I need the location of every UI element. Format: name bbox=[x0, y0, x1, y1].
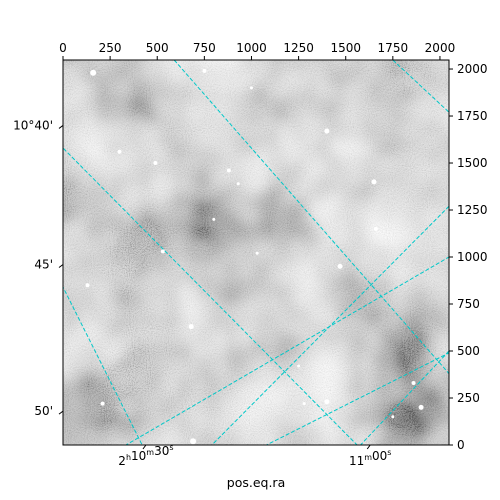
star-18 bbox=[411, 380, 416, 385]
ra-tick-0 bbox=[142, 444, 147, 450]
star-13 bbox=[85, 283, 90, 288]
grid-line-5 bbox=[63, 147, 358, 445]
top-tick-label-7: 1750 bbox=[378, 41, 409, 55]
dec-tick-2 bbox=[58, 410, 64, 415]
top-pixel-x-axis: 0 250 500 750 1000 1250 1500 1750 2000 bbox=[59, 41, 455, 60]
grid-line-1 bbox=[265, 352, 449, 445]
star-8 bbox=[373, 226, 378, 231]
dec-tick-0 bbox=[58, 125, 64, 129]
star-17 bbox=[302, 402, 306, 406]
right-tick-label-5: 1250 bbox=[457, 203, 488, 217]
top-tick-label-6: 1500 bbox=[330, 41, 361, 55]
top-tick-label-1: 250 bbox=[99, 41, 122, 55]
grid-line-0 bbox=[125, 256, 449, 445]
right-tick-label-1: 250 bbox=[457, 391, 480, 405]
top-tick-label-4: 1000 bbox=[236, 41, 267, 55]
x-axis-label: pos.eq.ra bbox=[227, 475, 285, 490]
right-tick-label-4: 1000 bbox=[457, 250, 488, 264]
star-19 bbox=[418, 404, 424, 410]
ra-tick-1 bbox=[366, 444, 371, 450]
top-tick-label-3: 750 bbox=[193, 41, 216, 55]
star-1 bbox=[202, 68, 207, 73]
star-22 bbox=[190, 438, 197, 445]
star-9 bbox=[212, 217, 216, 221]
star-10 bbox=[160, 249, 165, 254]
right-tick-label-8: 2000 bbox=[457, 62, 488, 76]
right-tick-label-0: 0 bbox=[457, 438, 465, 452]
image-plot-area bbox=[63, 60, 449, 445]
star-14 bbox=[188, 324, 194, 330]
star-15 bbox=[297, 364, 301, 368]
dec-tick-label-2: 50' bbox=[34, 404, 53, 418]
star-2 bbox=[324, 128, 330, 134]
grid-line-6 bbox=[63, 285, 143, 445]
grid-line-3 bbox=[211, 205, 449, 445]
star-11 bbox=[255, 251, 259, 255]
right-tick-label-2: 500 bbox=[457, 344, 480, 358]
ra-tick-label-1: 11m00s bbox=[349, 448, 392, 468]
grid-line-7 bbox=[392, 60, 449, 113]
top-tick-label-8: 2000 bbox=[425, 41, 456, 55]
right-tick-label-7: 1750 bbox=[457, 109, 488, 123]
ra-tick-label-0: 2h10m30s bbox=[118, 443, 173, 468]
star-3 bbox=[117, 149, 122, 154]
dec-tick-1 bbox=[58, 264, 64, 268]
right-tick-label-6: 1500 bbox=[457, 156, 488, 170]
stars-layer bbox=[85, 68, 424, 445]
grid-line-4 bbox=[173, 60, 449, 374]
star-0 bbox=[90, 69, 97, 76]
top-tick-label-5: 1250 bbox=[283, 41, 314, 55]
grid-line-2 bbox=[359, 350, 449, 445]
star-6 bbox=[226, 168, 231, 173]
star-20 bbox=[391, 415, 395, 419]
bottom-ra-axis: 2h10m30s 11m00s bbox=[118, 443, 391, 468]
coordinate-grid bbox=[63, 60, 449, 445]
star-12 bbox=[337, 263, 343, 269]
right-pixel-y-axis: 0 250 500 750 1000 1250 1500 1750 2000 bbox=[449, 62, 488, 452]
star-21 bbox=[100, 401, 105, 406]
right-tick-label-3: 750 bbox=[457, 297, 480, 311]
star-4 bbox=[153, 161, 158, 166]
top-tick-label-0: 0 bbox=[59, 41, 67, 55]
top-tick-label-2: 500 bbox=[146, 41, 169, 55]
dec-tick-label-0: 10°40' bbox=[13, 118, 53, 132]
star-16 bbox=[324, 399, 330, 405]
dec-tick-label-1: 45' bbox=[34, 258, 53, 272]
star-5 bbox=[371, 179, 377, 185]
star-23 bbox=[249, 86, 253, 90]
star-7 bbox=[236, 182, 240, 186]
left-dec-axis: 10°40' 45' 50' bbox=[13, 118, 64, 418]
plot-frame bbox=[62, 59, 450, 446]
